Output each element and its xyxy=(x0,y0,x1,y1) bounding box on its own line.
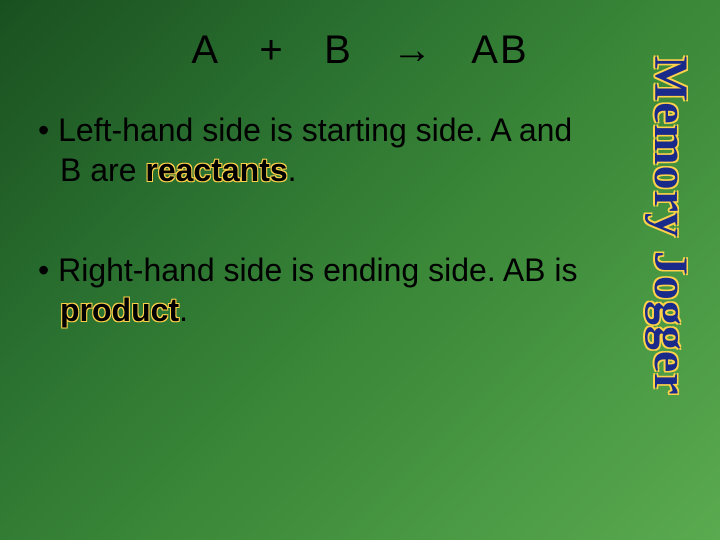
slide: A + B → AB • Left-hand side is starting … xyxy=(0,0,720,540)
memory-jogger-label: Memory Jogger xyxy=(643,56,698,396)
equation-a: A xyxy=(191,28,220,72)
bullet-dot-icon: • xyxy=(38,112,58,148)
equation-b: B xyxy=(324,28,353,72)
bullet-item: • Right-hand side is ending side. AB is … xyxy=(20,250,600,330)
arrow-icon: → xyxy=(392,28,434,72)
bullet-dot-icon: • xyxy=(38,252,58,288)
bullet-item: • Left-hand side is starting side. A and… xyxy=(20,110,600,190)
equation-plus: + xyxy=(259,28,284,72)
keyword-reactants: reactants xyxy=(145,152,287,188)
keyword-product: product xyxy=(60,292,179,328)
bullet-text-after: . xyxy=(288,152,297,188)
equation: A + B → AB xyxy=(0,28,720,73)
equation-ab: AB xyxy=(471,28,528,72)
bullet-text-before: Left-hand side is starting side. A and B… xyxy=(58,112,572,188)
bullet-text-after: . xyxy=(179,292,188,328)
bullet-list: • Left-hand side is starting side. A and… xyxy=(20,110,600,390)
bullet-text-before: Right-hand side is ending side. AB is xyxy=(58,252,577,288)
